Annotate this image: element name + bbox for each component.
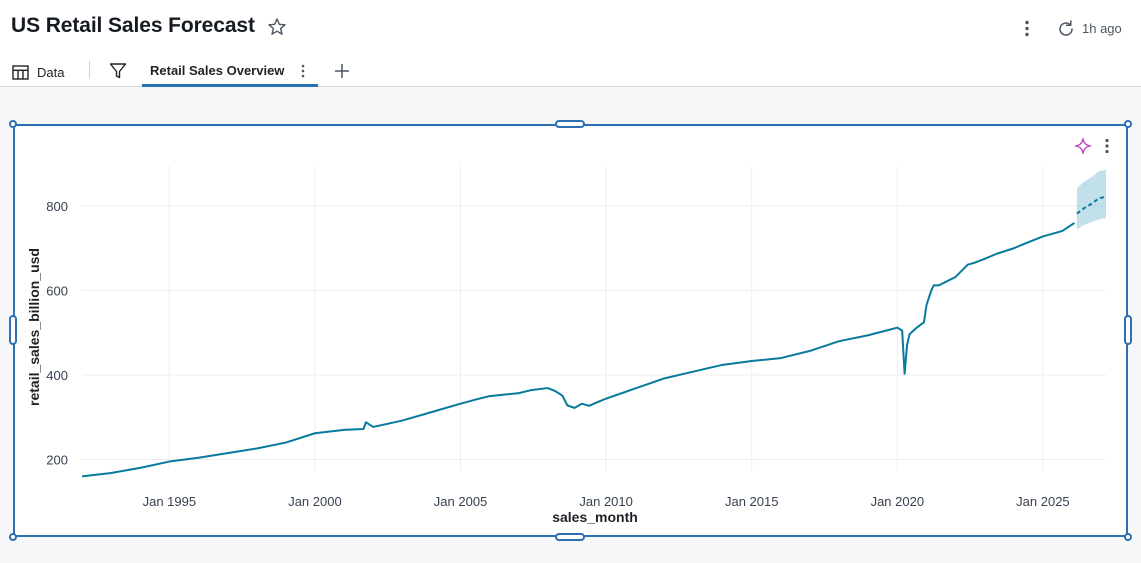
sparkle-icon[interactable] bbox=[1074, 137, 1092, 155]
tab-retail-sales-overview-label: Retail Sales Overview bbox=[150, 63, 285, 78]
resize-handle-bottom-left[interactable] bbox=[9, 533, 17, 541]
last-refreshed-label: 1h ago bbox=[1082, 21, 1122, 36]
tab-retail-sales-overview[interactable]: Retail Sales Overview bbox=[142, 57, 318, 87]
star-icon[interactable] bbox=[266, 16, 288, 38]
resize-handle-top-right[interactable] bbox=[1124, 120, 1132, 128]
tab-divider bbox=[89, 61, 90, 79]
resize-handle-bottom-right[interactable] bbox=[1124, 533, 1132, 541]
resize-handle-right[interactable] bbox=[1124, 315, 1132, 345]
tab-kebab-icon[interactable] bbox=[296, 63, 310, 79]
page-tab-bar: Data Retail Sales Overview bbox=[0, 57, 1141, 87]
page-title: US Retail Sales Forecast bbox=[11, 14, 255, 37]
chart-widget[interactable] bbox=[13, 124, 1128, 537]
more-options-icon[interactable] bbox=[1016, 18, 1038, 40]
tab-data-label: Data bbox=[37, 64, 65, 80]
add-page-icon[interactable] bbox=[332, 61, 352, 81]
active-tab-indicator bbox=[142, 84, 318, 87]
resize-handle-bottom[interactable] bbox=[555, 533, 585, 541]
refresh-icon[interactable] bbox=[1055, 18, 1077, 40]
resize-handle-top-left[interactable] bbox=[9, 120, 17, 128]
tab-data[interactable]: Data bbox=[12, 61, 64, 83]
dashboard-header: US Retail Sales Forecast 1h ago bbox=[0, 0, 1141, 56]
resize-handle-left[interactable] bbox=[9, 315, 17, 345]
table-icon bbox=[12, 64, 29, 80]
widget-more-icon[interactable] bbox=[1100, 137, 1114, 155]
resize-handle-top[interactable] bbox=[555, 120, 585, 128]
filter-icon[interactable] bbox=[108, 61, 128, 81]
